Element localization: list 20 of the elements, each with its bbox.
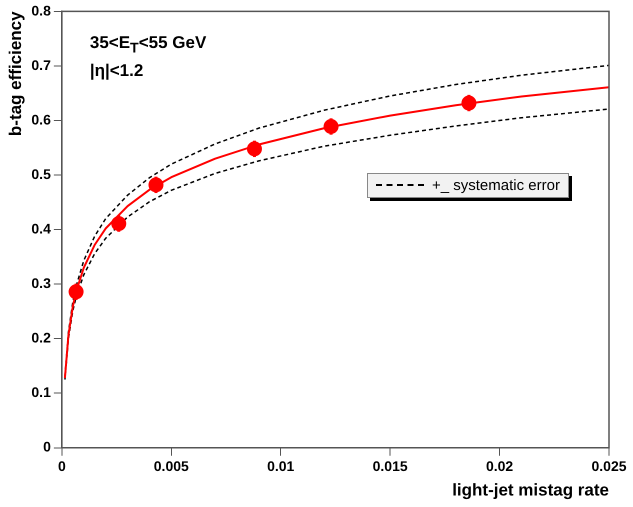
x-tick-label: 0.005 [154,458,190,474]
y-tick-label: 0.3 [31,275,52,292]
y-tick-label: 0.2 [31,330,52,346]
y-tick-label: 0.5 [31,166,52,182]
x-tick-label: 0.02 [486,458,514,474]
y-tick-label: 0.4 [31,220,52,236]
legend-label: +_ systematic error [432,176,560,194]
x-tick-label: 0.025 [591,458,627,474]
y-axis-title: b-tag efficiency [6,10,25,136]
y-tick-label: 0.8 [31,2,52,18]
y-tick-label: 0.6 [31,111,52,128]
x-tick-label: 0 [58,458,66,474]
x-tick-label: 0.015 [372,458,408,474]
x-axis-title: light-jet mistag rate [452,480,609,500]
y-tick-label: 0.7 [31,56,52,73]
y-tick-label: 0.1 [31,384,52,400]
annotation: |η|<1.2 [90,61,144,82]
annotation: 35<E$_{T}$<55 GeV [90,33,206,57]
y-tick-label: 0 [43,438,52,455]
x-tick-label: 0.01 [267,458,295,474]
